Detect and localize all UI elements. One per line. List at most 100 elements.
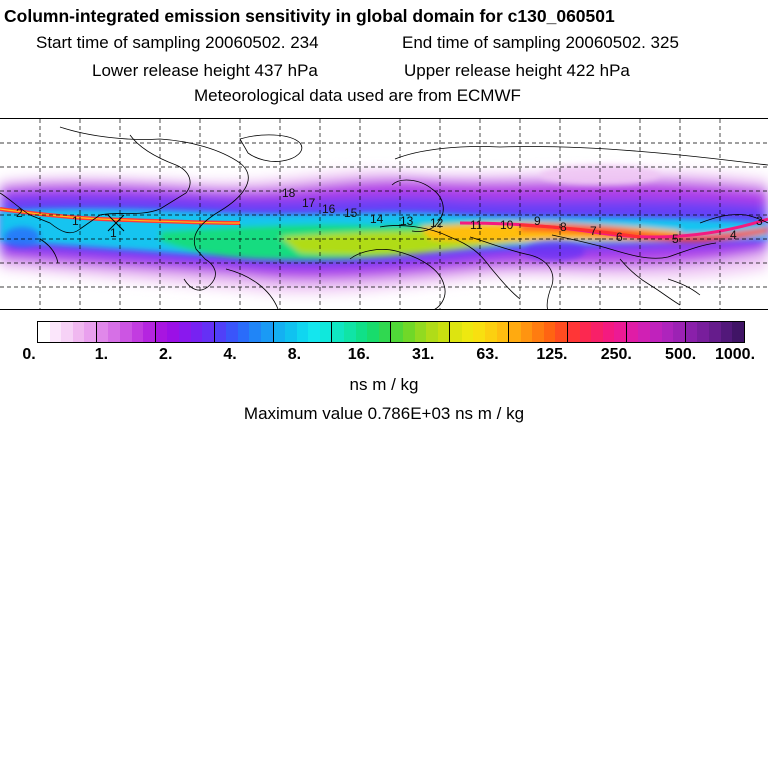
color-scale-cell	[473, 322, 485, 342]
color-scale-tick-label: 250.	[600, 346, 632, 363]
contour-label: 13	[400, 214, 414, 228]
color-scale-tick-label: 16.	[347, 346, 370, 363]
color-scale-cell	[708, 322, 721, 342]
color-scale-cell	[496, 322, 510, 342]
color-scale-cell	[391, 322, 403, 342]
color-scale-cell	[450, 322, 462, 342]
color-scale-cell	[426, 322, 438, 342]
color-scale-cell	[108, 322, 121, 342]
color-scale-cell	[614, 322, 627, 342]
color-scale-tick-label: 8.	[287, 346, 302, 363]
color-scale-cell	[344, 322, 356, 342]
color-scale-cell	[273, 322, 286, 342]
color-scale-cell	[732, 322, 744, 342]
color-scale-cell	[249, 322, 261, 342]
color-scale-cell	[131, 322, 144, 342]
color-scale-cell	[84, 322, 97, 342]
color-scale-cell	[237, 322, 250, 342]
color-scale-cell	[626, 322, 639, 342]
color-scale-cell	[543, 322, 556, 342]
color-scale-cell	[638, 322, 651, 342]
color-scale-tick-label: 31.	[412, 346, 435, 363]
contour-label: 10	[500, 218, 514, 232]
color-scale-tick-label: 1000.	[714, 346, 756, 363]
color-scale-cell	[178, 322, 191, 342]
upper-height-label: Upper release height 422 hPa	[404, 61, 630, 80]
color-scale-cell	[509, 322, 521, 342]
color-scale-tick-label: 63.	[476, 346, 499, 363]
color-scale-cell	[72, 322, 85, 342]
contour-label: 8	[560, 220, 567, 234]
end-time-label: End time of sampling 20060502. 325	[402, 33, 679, 52]
color-scale-cell	[673, 322, 686, 342]
color-scale-tick-label: 2.	[159, 346, 173, 363]
color-scale-cell	[520, 322, 533, 342]
color-scale-cell	[367, 322, 379, 342]
color-scale-cell	[285, 322, 297, 342]
color-scale-cell	[378, 322, 392, 342]
color-scale-cell	[143, 322, 156, 342]
color-scale-cell	[650, 322, 662, 342]
color-scale-cell	[167, 322, 179, 342]
contour-label: 7	[590, 224, 597, 238]
contour-label: 18	[282, 186, 296, 200]
color-scale-tick-label: 1.	[94, 346, 109, 363]
map-canvas: 2 1 18 17 16 15 14 13 12 11 10 9 8 7 6 5…	[0, 119, 768, 309]
release-marker-icon	[107, 214, 125, 232]
color-scale-cell	[602, 322, 615, 342]
max-value-label: Maximum value 0.786E+03 ns m / kg	[243, 404, 525, 423]
sensitivity-map: 2 1 18 17 16 15 14 13 12 11 10 9 8 7 6 5…	[0, 118, 768, 310]
color-scale-cell	[214, 322, 227, 342]
color-scale-cell	[190, 322, 203, 342]
contour-label: 2	[16, 206, 23, 220]
color-scale-cell	[260, 322, 274, 342]
color-scale-cell	[437, 322, 451, 342]
color-scale-cell	[461, 322, 474, 342]
color-scale-cell	[568, 322, 580, 342]
color-scale-cell	[202, 322, 215, 342]
color-scale-tick-label: 4.	[223, 346, 237, 363]
contour-label: 3	[756, 214, 763, 228]
color-scale-cell	[96, 322, 109, 342]
contour-label: 16	[322, 202, 336, 216]
contour-label: 14	[370, 212, 384, 226]
contour-label: 17	[302, 196, 316, 210]
color-scale-cell	[319, 322, 333, 342]
color-scale-cell	[579, 322, 592, 342]
color-scale-cell	[308, 322, 320, 342]
color-scale-cell	[332, 322, 345, 342]
contour-label: 5	[672, 232, 679, 246]
color-scale-cell	[661, 322, 674, 342]
graticule	[0, 119, 768, 309]
color-scale-tick-label: 0.	[22, 346, 36, 363]
start-time-label: Start time of sampling 20060502. 234	[36, 33, 319, 52]
color-scale-cell	[591, 322, 603, 342]
contour-label: 9	[534, 214, 541, 228]
color-scale-cell	[697, 322, 709, 342]
color-scale-cell	[685, 322, 698, 342]
units-label: ns m / kg	[349, 375, 419, 394]
contour-label: 11	[470, 218, 483, 232]
contour-label: 4	[730, 228, 737, 242]
color-scale-cell	[61, 322, 73, 342]
contour-label: 15	[344, 206, 358, 220]
color-scale-cell	[555, 322, 569, 342]
color-scale-cell	[402, 322, 415, 342]
color-scale-cell	[49, 322, 62, 342]
color-scale-cell	[296, 322, 309, 342]
contour-label: 6	[616, 230, 623, 244]
lower-height-label: Lower release height 437 hPa	[92, 61, 318, 80]
color-scale-cell	[720, 322, 733, 342]
color-scale-cell	[38, 322, 50, 342]
contour-label: 1	[110, 226, 117, 240]
color-scale-cell	[355, 322, 368, 342]
contour-labels: 2 1 18 17 16 15 14 13 12 11 10 9 8 7 6 5…	[16, 186, 763, 246]
color-scale-cell	[484, 322, 497, 342]
color-scale-cell	[414, 322, 427, 342]
figure-title: Column-integrated emission sensitivity i…	[4, 6, 615, 26]
met-data-label: Meteorological data used are from ECMWF	[194, 86, 521, 105]
color-scale-tick-label: 125.	[536, 346, 568, 363]
color-scale-cell	[155, 322, 168, 342]
contour-label: 12	[430, 216, 444, 230]
color-scale-cell	[226, 322, 238, 342]
